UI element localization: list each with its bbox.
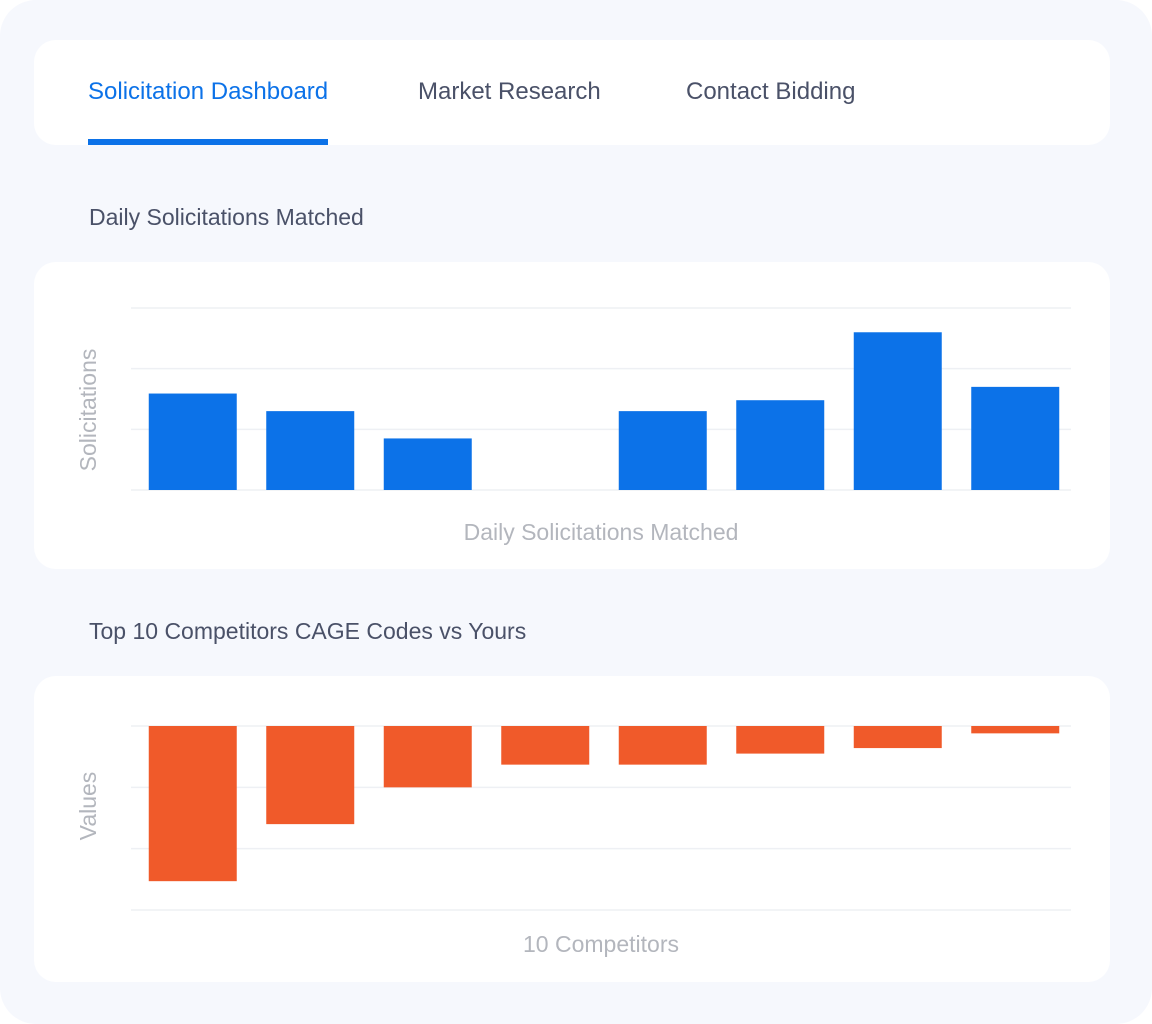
tab-contact-bidding[interactable]: Contact Bidding [686,40,855,145]
bar[interactable] [736,726,825,754]
y-axis-label: Solicitations [75,349,101,472]
bar[interactable] [266,411,355,490]
bar[interactable] [383,438,472,490]
bar[interactable] [501,726,590,765]
bar[interactable] [618,726,707,765]
tab-label: Solicitation Dashboard [88,78,329,105]
bar[interactable] [853,726,942,749]
bar[interactable] [618,411,707,490]
y-axis-label: Values [75,772,101,841]
tab-bar: Solicitation Dashboard Market Research C… [34,40,1110,145]
bar[interactable] [148,393,237,490]
tab-label: Contact Bidding [686,78,856,105]
tab-solicitation-dashboard[interactable]: Solicitation Dashboard [88,40,329,145]
daily-chart-card: Solicitations Daily Solicitations Matche… [34,262,1110,569]
bar[interactable] [383,726,472,788]
daily-solicitations-chart: Solicitations Daily Solicitations Matche… [75,307,1071,545]
bar[interactable] [971,726,1060,734]
competitors-section-title: Top 10 Competitors CAGE Codes vs Yours [89,618,527,644]
bar[interactable] [148,726,237,882]
bar[interactable] [971,386,1060,490]
bar[interactable] [853,332,942,490]
tab-market-research[interactable]: Market Research [418,40,601,145]
x-axis-label: 10 Competitors [523,931,679,957]
active-tab-indicator [88,139,329,145]
daily-section-title: Daily Solicitations Matched [89,204,364,230]
bar[interactable] [266,726,355,825]
x-axis-label: Daily Solicitations Matched [464,519,739,545]
tab-label: Market Research [418,78,601,105]
bar[interactable] [736,400,825,490]
competitors-chart: Values 10 Competitors [75,725,1071,957]
competitors-chart-card: Values 10 Competitors [34,676,1110,982]
